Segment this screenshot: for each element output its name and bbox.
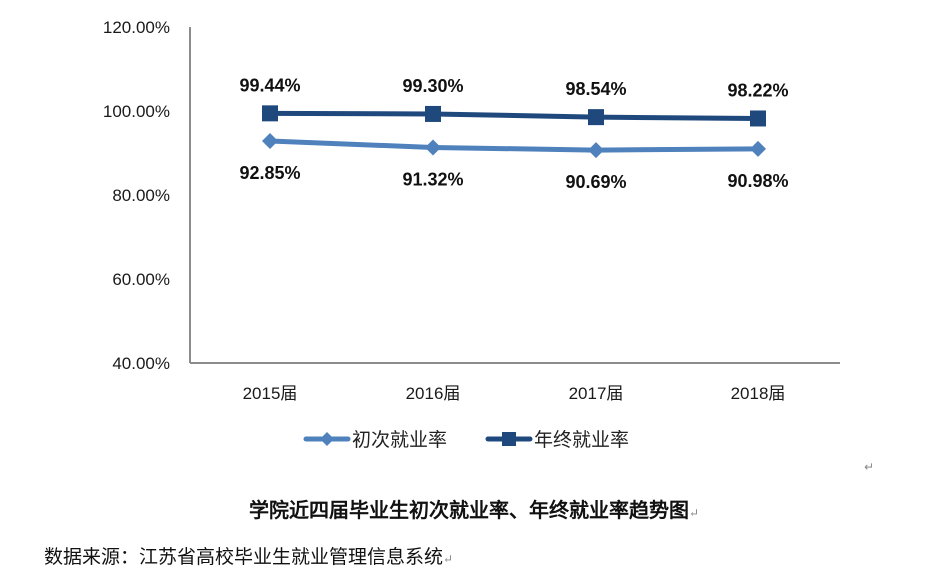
- chart-caption: 学院近四届毕业生初次就业率、年终就业率趋势图↵: [0, 494, 948, 523]
- series-year-end-rate: 99.44% 99.30% 98.54% 98.22%: [239, 75, 789, 127]
- y-axis: 40.00% 60.00% 80.00% 100.00% 120.00%: [103, 18, 170, 373]
- x-tick-label: 2015届: [243, 384, 298, 403]
- data-label: 91.32%: [402, 169, 463, 189]
- data-label: 90.98%: [727, 171, 788, 191]
- square-marker-icon: [262, 105, 278, 122]
- legend-label: 年终就业率: [534, 429, 629, 451]
- return-mark: ↵: [688, 506, 700, 520]
- series-initial-rate: 92.85% 91.32% 90.69% 90.98%: [239, 133, 789, 192]
- square-marker-icon: [750, 110, 766, 127]
- square-marker-icon: [502, 432, 516, 446]
- diamond-marker-icon: [320, 432, 334, 446]
- legend-item: 初次就业率: [303, 429, 447, 451]
- y-tick-label: 80.00%: [112, 186, 170, 205]
- caption-text: 学院近四届毕业生初次就业率、年终就业率趋势图: [248, 498, 689, 522]
- data-source: 数据来源：江苏省高校毕业生就业管理信息系统↵: [44, 542, 453, 569]
- data-label: 90.69%: [565, 172, 626, 192]
- data-label: 99.44%: [239, 75, 300, 95]
- diamond-marker-icon: [262, 133, 278, 150]
- line-chart: 40.00%60.00%80.00%100.00%120.00% 2015届 20…: [103, 18, 840, 451]
- source-text: 数据来源：江苏省高校毕业生就业管理信息系统: [44, 546, 444, 568]
- legend-item: 年终就业率: [485, 429, 629, 451]
- diamond-marker-icon: [750, 140, 766, 157]
- x-axis: 2015届 2016届 2017届 2018届: [243, 384, 786, 403]
- square-marker-icon: [425, 105, 441, 122]
- data-label: 98.22%: [727, 80, 788, 100]
- x-tick-label: 2017届: [569, 384, 624, 403]
- x-tick-label: 2016届: [406, 384, 461, 403]
- diamond-marker-icon: [425, 139, 441, 156]
- diamond-marker-icon: [588, 142, 604, 159]
- series-group: 92.85% 91.32% 90.69% 90.98% 99.44% 99.30% 98.5…: [239, 75, 788, 192]
- series-line: [269, 138, 759, 153]
- y-tick-label: 120.00%: [103, 18, 170, 37]
- x-tick-label: 2018届: [731, 384, 786, 403]
- y-tick-label: 60.00%: [112, 270, 170, 289]
- legend-label: 初次就业率: [352, 429, 447, 451]
- legend: 初次就业率 年终就业率: [303, 429, 629, 451]
- return-mark: ↵: [864, 460, 875, 474]
- data-label: 92.85%: [239, 163, 300, 183]
- y-tick-label: 100.00%: [103, 102, 170, 121]
- data-label: 99.30%: [402, 76, 463, 96]
- series-line: [269, 110, 759, 121]
- return-mark: ↵: [443, 552, 454, 566]
- y-tick-label: 40.00%: [112, 354, 170, 373]
- square-marker-icon: [588, 109, 604, 126]
- data-label: 98.54%: [565, 79, 626, 99]
